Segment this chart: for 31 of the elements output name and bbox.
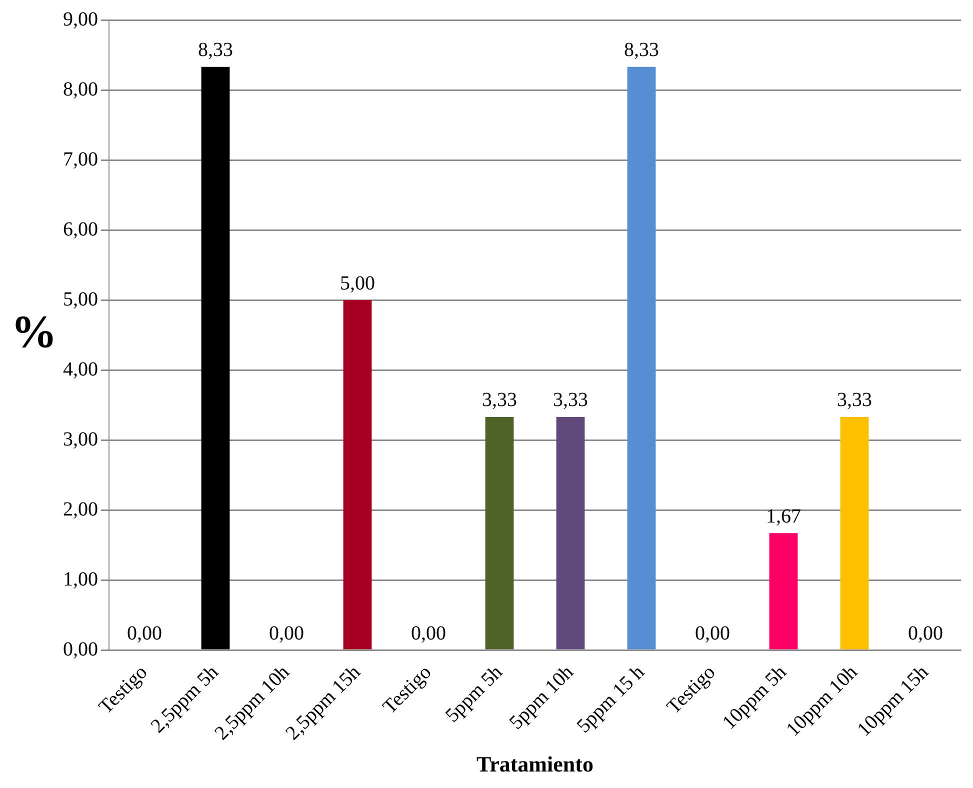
bar <box>343 300 372 650</box>
bar <box>627 66 656 650</box>
y-tick-label: 6,00 <box>63 218 98 240</box>
y-tick-label: 8,00 <box>63 78 98 100</box>
data-label: 0,00 <box>908 622 943 644</box>
y-axis-title: % <box>11 306 57 357</box>
data-label: 8,33 <box>198 39 233 62</box>
y-tick-label: 7,00 <box>63 148 98 170</box>
data-label: 3,33 <box>553 389 588 412</box>
data-label: 3,33 <box>837 389 872 412</box>
bar <box>769 533 798 650</box>
data-label: 8,33 <box>624 39 659 62</box>
x-axis-title: Tratamiento <box>476 751 594 776</box>
y-tick-label: 2,00 <box>63 498 98 520</box>
data-label: 3,33 <box>482 389 517 412</box>
y-tick-label: 1,00 <box>63 568 98 590</box>
bar <box>556 416 585 650</box>
data-label: 0,00 <box>411 622 446 644</box>
data-label: 0,00 <box>695 622 730 644</box>
y-tick-label: 9,00 <box>63 8 98 30</box>
data-label: 0,00 <box>127 622 162 644</box>
bar <box>840 416 869 650</box>
y-tick-label: 4,00 <box>63 358 98 380</box>
bar <box>201 66 230 650</box>
data-label: 5,00 <box>340 272 375 294</box>
bar <box>485 416 514 650</box>
y-tick-label: 3,00 <box>63 428 98 450</box>
y-tick-label: 0,00 <box>63 638 98 660</box>
y-tick-label: 5,00 <box>63 288 98 310</box>
data-label: 0,00 <box>269 622 304 644</box>
data-label: 1,67 <box>766 505 801 528</box>
